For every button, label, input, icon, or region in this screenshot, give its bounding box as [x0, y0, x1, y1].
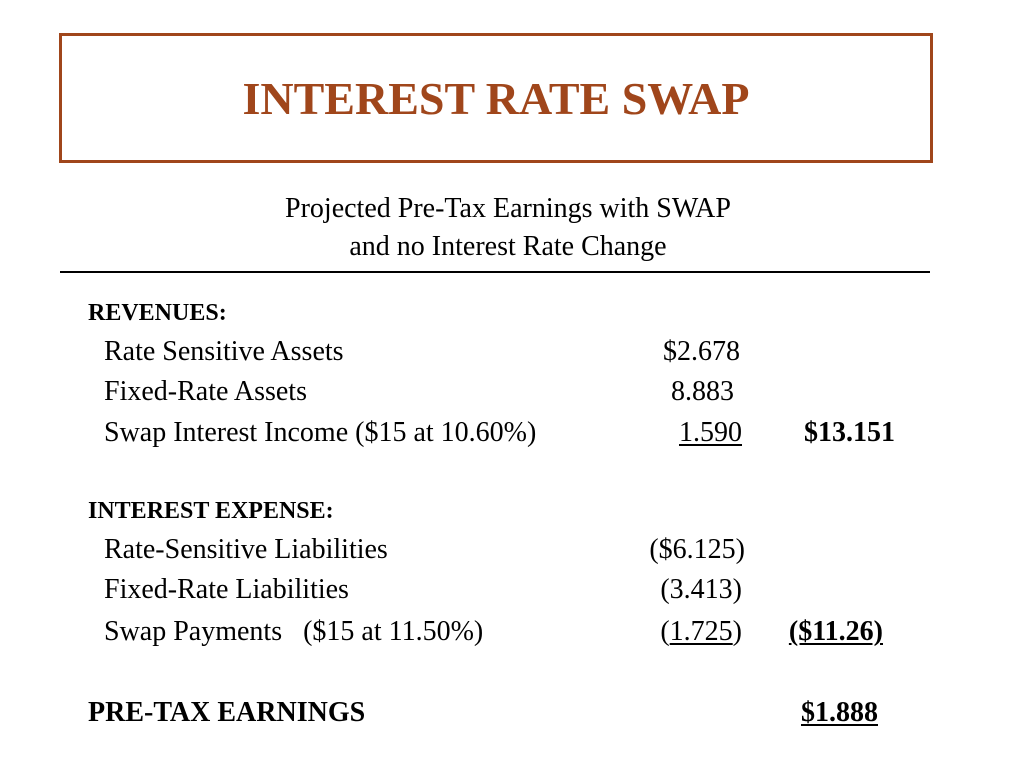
subtitle-line-2: and no Interest Rate Change [349, 231, 667, 262]
interest-expense-heading: INTEREST EXPENSE: [88, 498, 334, 524]
pretax-earnings-label: PRE-TAX EARNINGS [88, 697, 366, 728]
expense-item-amount: (3.413) [660, 574, 742, 605]
revenue-item-label: Swap Interest Income ($15 at 10.60%) [104, 417, 537, 448]
revenue-item-amount: 1.590 [600, 415, 742, 451]
expense-item-label: Rate-Sensitive Liabilities [104, 534, 388, 565]
revenue-item-amount-value: 1.590 [679, 417, 742, 448]
expense-item-label: Swap Payments ($15 at 11.50%) [104, 616, 484, 647]
revenue-item-amount: $2.678 [663, 336, 740, 367]
header-divider [60, 271, 930, 273]
expense-item-label: Fixed-Rate Liabilities [104, 574, 349, 605]
revenues-heading: REVENUES: [88, 300, 227, 326]
revenue-item-label: Rate Sensitive Assets [104, 336, 344, 367]
revenue-item-amount: 8.883 [671, 376, 734, 407]
pretax-earnings-total-value: $1.888 [801, 697, 878, 728]
expense-item-amount-value: 1.725 [669, 616, 733, 647]
subtitle-line-1: Projected Pre-Tax Earnings with SWAP [285, 193, 731, 224]
expense-item-amount: ($6.125) [649, 534, 745, 565]
expense-item-amount: (1.725) [600, 614, 742, 650]
interest-expense-total-value: ($11.26) [788, 616, 883, 647]
revenue-item-label: Fixed-Rate Assets [104, 376, 307, 407]
revenues-total: $13.151 [804, 417, 895, 448]
expense-item-amount-open: ( [660, 616, 670, 647]
interest-expense-total: ($11.26) [760, 614, 883, 650]
expense-item-amount-close: ) [732, 616, 742, 647]
page-title: INTEREST RATE SWAP [242, 72, 750, 124]
title-frame: INTEREST RATE SWAP [59, 33, 933, 163]
pretax-earnings-total: $1.888 [760, 695, 878, 731]
